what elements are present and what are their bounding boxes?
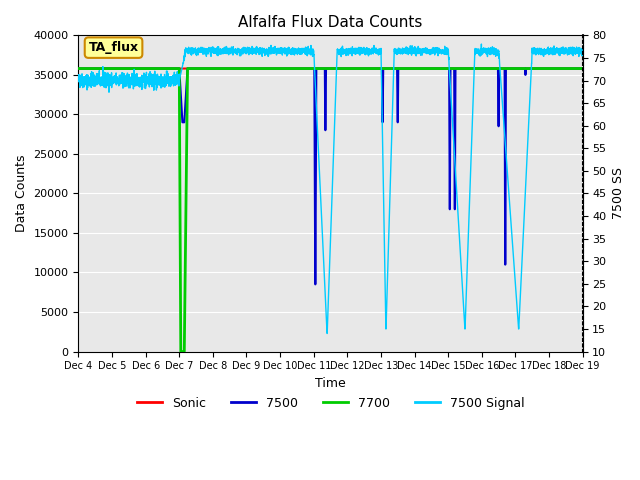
Y-axis label: Data Counts: Data Counts: [15, 155, 28, 232]
Title: Alfalfa Flux Data Counts: Alfalfa Flux Data Counts: [238, 15, 422, 30]
Text: TA_flux: TA_flux: [88, 41, 139, 54]
Y-axis label: 7500 SS: 7500 SS: [612, 168, 625, 219]
Legend: Sonic, 7500, 7700, 7500 Signal: Sonic, 7500, 7700, 7500 Signal: [132, 392, 529, 415]
X-axis label: Time: Time: [315, 377, 346, 390]
